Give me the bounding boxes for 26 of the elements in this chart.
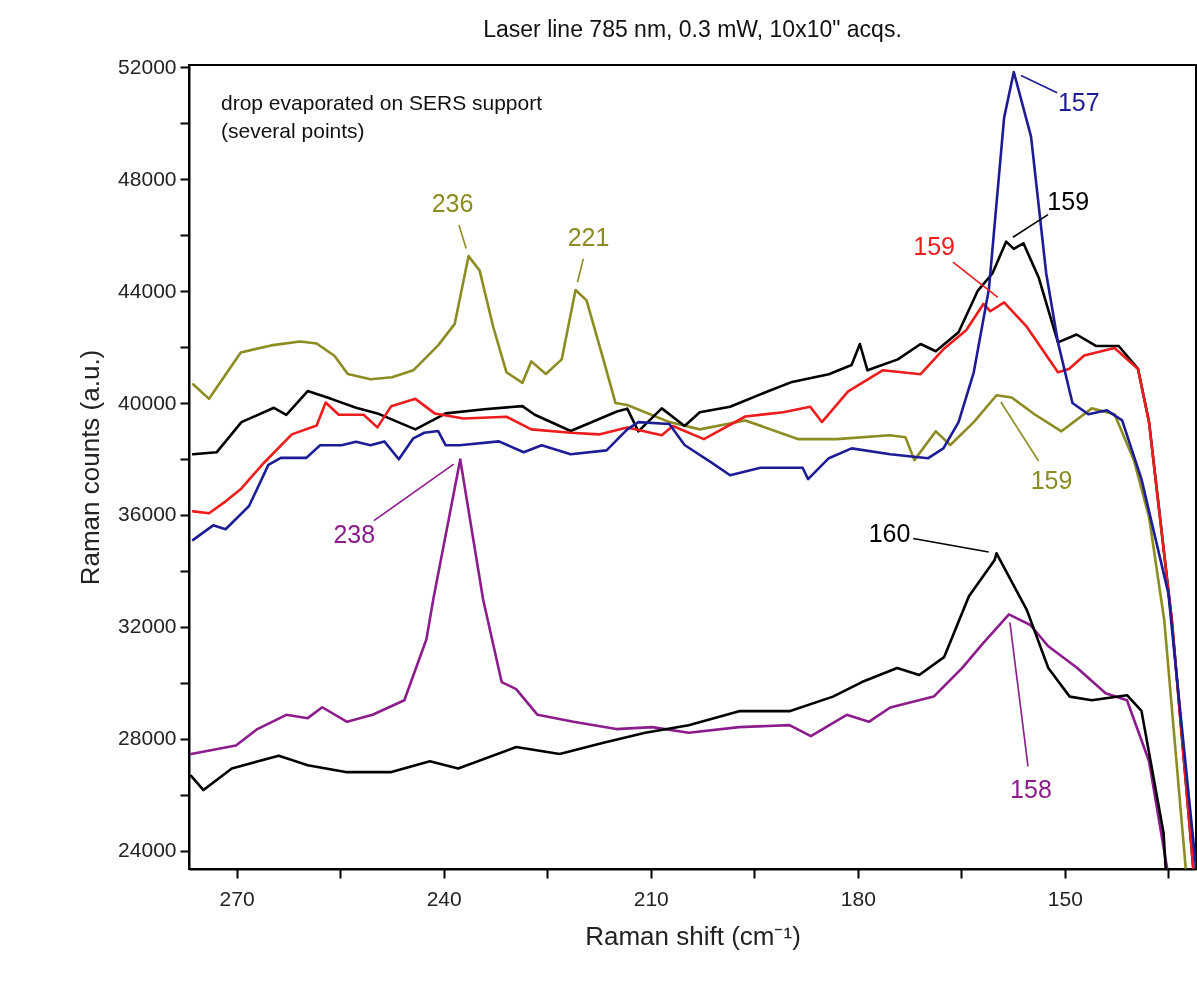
annotation: 158 [1010, 775, 1052, 804]
annotation: drop evaporated on SERS support (several points) [221, 91, 543, 142]
x-tick-label: 210 [633, 886, 669, 910]
x-axis-title: Raman shift (cm⁻¹) [585, 920, 801, 951]
chart-title: Laser line 785 nm, 0.3 mW, 10x10" acqs. [483, 16, 902, 43]
y-tick-label: 32000 [118, 614, 177, 638]
y-tick-label: 48000 [118, 166, 177, 190]
y-tick-label: 44000 [118, 278, 177, 302]
y-tick-label: 52000 [118, 54, 177, 78]
annotation: 160 [868, 519, 911, 548]
y-tick-label: 40000 [118, 390, 177, 414]
annotation: 159 [913, 232, 955, 261]
annotation: 238 [333, 519, 376, 548]
annotation: 159 [1047, 186, 1090, 215]
y-axis-title: Raman counts (a.u.) [75, 349, 106, 586]
annotation: 221 [567, 223, 610, 251]
annotation: 236 [431, 189, 474, 218]
annotation: 157 [1057, 88, 1100, 116]
x-tick-label: 270 [219, 886, 255, 910]
x-tick-label: 240 [426, 886, 462, 910]
y-tick-label: 24000 [118, 838, 177, 862]
y-tick-label: 36000 [118, 502, 177, 526]
x-tick-label: 150 [1047, 886, 1083, 910]
x-tick-label: 180 [840, 886, 876, 910]
annotation: 159 [1030, 466, 1073, 495]
y-tick-label: 28000 [118, 726, 177, 750]
